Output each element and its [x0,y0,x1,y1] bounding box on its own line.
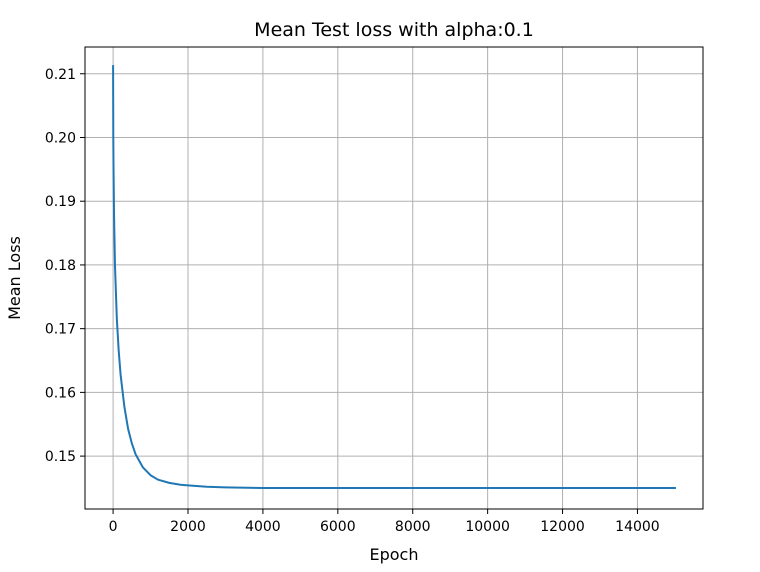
x-tick-label: 12000 [540,519,585,535]
y-tick-label: 0.16 [45,385,76,401]
line-layer [112,65,676,489]
x-tick-label: 10000 [465,519,510,535]
y-tick-label: 0.19 [45,194,76,210]
x-axis-ticks: 0 2000 4000 6000 8000 10000 12000 14000 [109,509,660,535]
x-tick-label: 14000 [615,519,660,535]
grid-layer [85,47,703,509]
y-tick-label: 0.18 [45,258,76,274]
y-axis-ticks: 0.15 0.16 0.17 0.18 0.19 0.20 0.21 [45,67,85,465]
x-tick-label: 6000 [320,519,356,535]
y-tick-label: 0.21 [45,67,76,83]
x-axis-label: Epoch [370,545,419,564]
x-tick-label: 2000 [170,519,206,535]
y-tick-label: 0.20 [45,130,76,146]
x-tick-label: 8000 [395,519,431,535]
chart-title: Mean Test loss with alpha:0.1 [254,19,534,41]
x-tick-label: 4000 [245,519,281,535]
x-tick-label: 0 [109,519,118,535]
plot-frame [84,46,704,510]
y-tick-label: 0.15 [45,449,76,465]
y-tick-label: 0.17 [45,322,76,338]
y-axis-label: Mean Loss [5,236,24,320]
loss-series-line [112,65,676,489]
